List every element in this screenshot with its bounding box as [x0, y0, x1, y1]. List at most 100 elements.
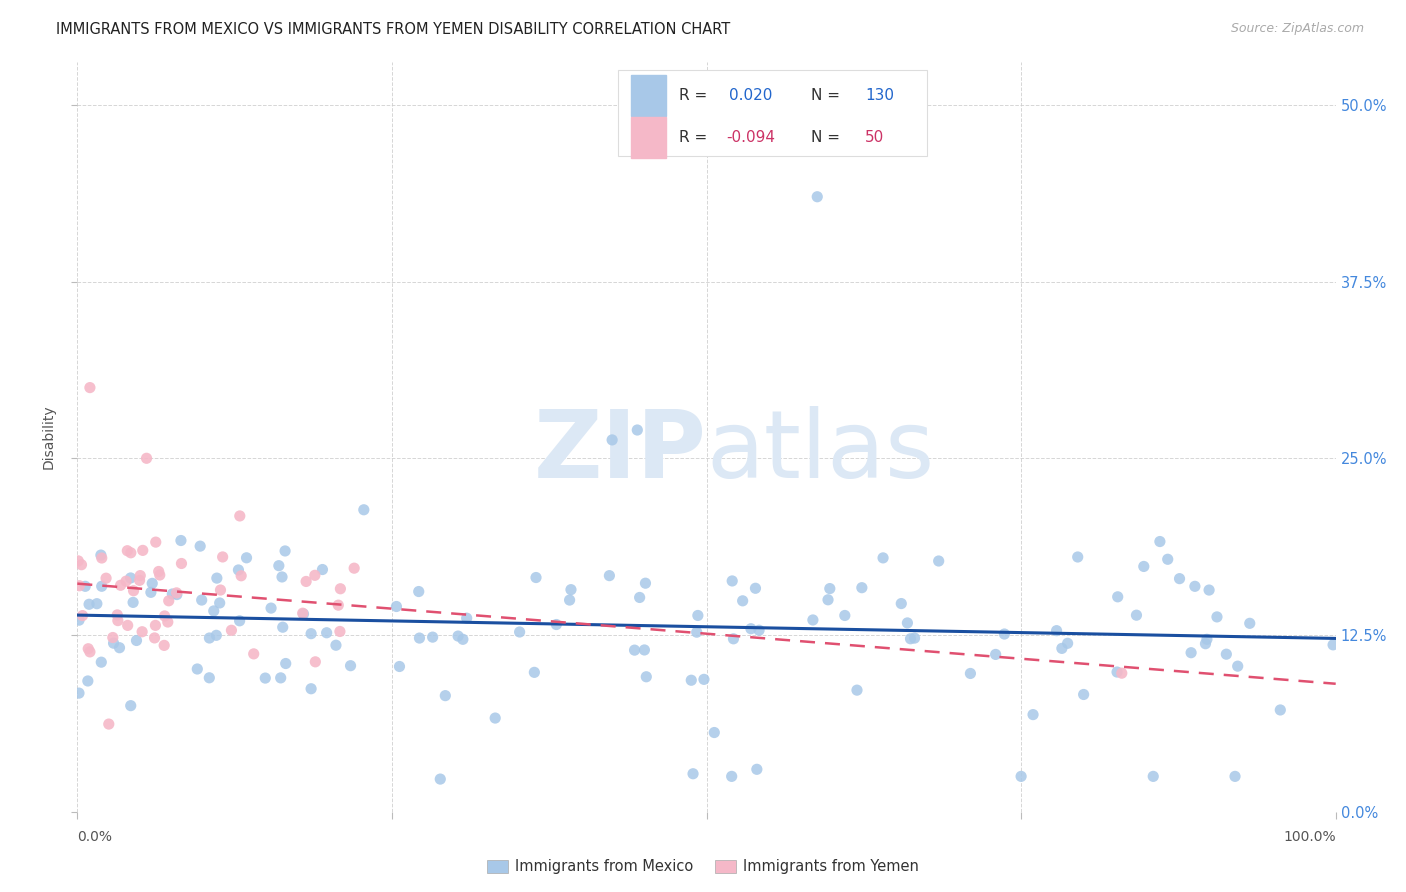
- Point: [274, 657, 297, 671]
- Point: [745, 762, 768, 776]
- Point: [157, 594, 180, 608]
- Point: [636, 670, 658, 684]
- Point: [806, 190, 828, 204]
- Point: [198, 631, 221, 645]
- Point: [72, 608, 94, 623]
- Point: [509, 625, 531, 640]
- Point: [984, 648, 1007, 662]
- Point: [1194, 637, 1216, 651]
- Point: [145, 618, 167, 632]
- Point: [292, 607, 315, 621]
- Point: [834, 608, 856, 623]
- Point: [205, 628, 228, 642]
- Point: [851, 581, 873, 595]
- Point: [304, 655, 326, 669]
- Point: [896, 615, 918, 630]
- Point: [903, 631, 925, 645]
- Point: [600, 433, 623, 447]
- Point: [209, 582, 232, 597]
- Point: [1168, 572, 1191, 586]
- Point: [145, 535, 167, 549]
- Point: [67, 579, 90, 593]
- FancyBboxPatch shape: [619, 70, 927, 156]
- Y-axis label: Disability: Disability: [42, 405, 56, 469]
- Point: [135, 451, 157, 466]
- Point: [166, 586, 188, 600]
- Text: 50: 50: [865, 129, 884, 145]
- Point: [928, 554, 950, 568]
- Point: [97, 717, 120, 731]
- Point: [107, 614, 129, 628]
- Point: [122, 583, 145, 598]
- Point: [122, 595, 145, 609]
- Point: [129, 568, 152, 582]
- Point: [139, 585, 162, 599]
- Point: [388, 659, 411, 673]
- Point: [422, 630, 444, 644]
- Point: [198, 671, 221, 685]
- Point: [1111, 666, 1133, 681]
- Point: [343, 561, 366, 575]
- Point: [598, 568, 620, 582]
- Point: [1073, 688, 1095, 702]
- Point: [818, 582, 841, 596]
- Point: [731, 594, 754, 608]
- Point: [75, 579, 97, 593]
- Point: [681, 673, 703, 688]
- Point: [90, 551, 112, 566]
- Point: [170, 533, 193, 548]
- Point: [242, 647, 264, 661]
- Point: [117, 618, 139, 632]
- Text: 130: 130: [865, 88, 894, 103]
- Point: [228, 614, 250, 628]
- Point: [202, 604, 225, 618]
- Point: [451, 632, 474, 647]
- Point: [120, 571, 142, 585]
- Point: [77, 597, 100, 611]
- Point: [1206, 610, 1229, 624]
- Point: [1198, 582, 1220, 597]
- Text: 0.0%: 0.0%: [77, 830, 112, 845]
- Point: [748, 624, 770, 638]
- Point: [67, 686, 90, 700]
- Point: [560, 582, 582, 597]
- Point: [267, 558, 290, 573]
- Point: [94, 571, 117, 585]
- Point: [328, 598, 350, 612]
- Point: [993, 627, 1015, 641]
- Point: [1045, 624, 1067, 638]
- Point: [408, 631, 430, 645]
- Point: [890, 597, 912, 611]
- Point: [329, 624, 352, 639]
- Point: [524, 570, 547, 584]
- Point: [385, 599, 408, 614]
- Point: [153, 609, 176, 624]
- Point: [1107, 590, 1129, 604]
- Text: 100.0%: 100.0%: [1284, 830, 1336, 845]
- Point: [221, 624, 243, 638]
- Point: [456, 611, 478, 625]
- Text: N =: N =: [811, 129, 845, 145]
- Point: [120, 546, 142, 560]
- Point: [274, 544, 297, 558]
- Point: [959, 666, 981, 681]
- Point: [125, 633, 148, 648]
- Point: [1157, 552, 1180, 566]
- Point: [1226, 659, 1249, 673]
- Point: [186, 662, 208, 676]
- Point: [744, 582, 766, 596]
- FancyBboxPatch shape: [631, 75, 666, 116]
- Point: [76, 673, 98, 688]
- Point: [115, 574, 138, 589]
- Point: [188, 539, 211, 553]
- Point: [148, 565, 170, 579]
- Point: [131, 624, 153, 639]
- Point: [101, 631, 124, 645]
- Point: [740, 622, 762, 636]
- Point: [156, 615, 179, 629]
- Point: [1022, 707, 1045, 722]
- Point: [108, 640, 131, 655]
- Point: [141, 576, 163, 591]
- Point: [153, 639, 176, 653]
- Text: -0.094: -0.094: [727, 129, 776, 145]
